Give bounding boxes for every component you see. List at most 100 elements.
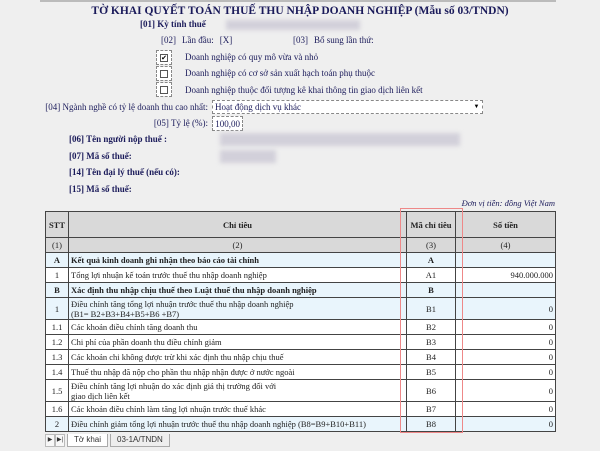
currency-unit-note: Đơn vị tiền: đồng Việt Nam <box>461 198 555 208</box>
row-amount[interactable]: 0 <box>455 401 556 417</box>
row-label-text: Các khoản chi không được trừ khi xác địn… <box>71 352 284 362</box>
row-amount[interactable]: 0 <box>455 334 556 350</box>
column-number: (1) <box>45 237 69 253</box>
ratio-input[interactable]: 100,00 <box>212 116 243 131</box>
table-row: 1.1 Các khoản điều chỉnh tăng doanh thu … <box>45 319 556 335</box>
industry-label: [04] Ngành nghề có tỷ lệ doanh thu cao n… <box>45 102 208 112</box>
supplement-group: [03] Bổ sung lần thứ: <box>293 35 374 45</box>
dropdown-arrow-icon[interactable]: ▼ <box>473 104 480 110</box>
page-title: TỜ KHAI QUYẾT TOÁN THUẾ THU NHẬP DOANH N… <box>91 5 509 17</box>
row-label: Xác định thu nhập chịu thuế theo Luật th… <box>68 282 407 298</box>
header-stt: STT <box>45 211 69 238</box>
row-stt: 1.4 <box>45 364 69 380</box>
row-label-text: Kết quả kinh doanh ghi nhận theo báo cáo… <box>71 255 260 265</box>
table-row: 1.3 Các khoản chi không được trừ khi xác… <box>45 349 556 365</box>
row-code: B1 <box>406 297 456 320</box>
first-time-value: [X] <box>219 35 233 45</box>
row-amount[interactable]: 0 <box>455 349 556 365</box>
tax-code-label: [07] Mã số thuế: <box>69 151 132 161</box>
row-label: Chi phí của phần doanh thu điều chỉnh gi… <box>68 334 407 350</box>
table-row: 1 Tổng lợi nhuận kế toán trước thuế thu … <box>45 267 556 283</box>
table-row: 1 Điều chỉnh tăng tổng lợi nhuận trước t… <box>45 297 556 320</box>
row-amount[interactable]: 0 <box>455 364 556 380</box>
supplement-label: Bổ sung lần thứ: <box>314 35 374 45</box>
row-amount[interactable]: 0 <box>455 379 556 402</box>
row-label-text: Thuế thu nhập đã nộp cho phần thu nhập n… <box>71 367 295 377</box>
row-label-text: Xác định thu nhập chịu thuế theo Luật th… <box>71 285 317 295</box>
row-stt: 1.3 <box>45 349 69 365</box>
row-stt: 2 <box>45 416 69 432</box>
row-label: Điều chỉnh tăng tổng lợi nhuận trước thu… <box>68 297 407 320</box>
highlight-box <box>400 208 463 433</box>
row-stt: 1.2 <box>45 334 69 350</box>
sme-checkbox-label: Doanh nghiệp có quy mô vừa và nhỏ <box>185 52 319 62</box>
row-label: Điều chỉnh giảm tổng lợi nhuận trước thu… <box>68 416 407 432</box>
supplement-code: [03] <box>293 35 308 45</box>
row-label-cont: giao dịch liên kết <box>71 390 130 401</box>
next-sheet-icon[interactable]: ▶ <box>45 434 55 447</box>
row-label-text: Điều chỉnh giảm tổng lợi nhuận trước thu… <box>71 419 366 429</box>
row-code: B8 <box>406 416 456 432</box>
row-amount[interactable] <box>455 252 556 268</box>
related-party-checkbox-label: Doanh nghiệp thuộc đối tượng kê khai thô… <box>185 85 423 95</box>
row-amount[interactable]: 940.000.000 <box>455 267 556 283</box>
dependent-unit-checkbox[interactable] <box>156 66 172 81</box>
row-label: Các khoản điều chỉnh tăng doanh thu <box>68 319 407 335</box>
row-label: Các khoản điều chỉnh làm tăng lợi nhuận … <box>68 401 407 417</box>
table-row: 1.4 Thuế thu nhập đã nộp cho phần thu nh… <box>45 364 556 380</box>
first-time-label: Lần đầu: <box>182 35 214 45</box>
table-row: 2 Điều chỉnh giảm tổng lợi nhuận trước t… <box>45 416 556 432</box>
tax-period-label: [01] Kỳ tính thuế <box>140 19 206 29</box>
row-amount[interactable]: 0 <box>455 319 556 335</box>
row-label-cont: (B1= B2+B3+B4+B5+B6 +B7) <box>71 308 180 319</box>
tab-03-1a[interactable]: 03-1A/TNDN <box>110 434 170 447</box>
row-stt: B <box>45 282 69 298</box>
row-label-text: Điều chỉnh tăng lợi nhuận do xác định gi… <box>71 380 277 391</box>
row-label-text: Các khoản điều chỉnh làm tăng lợi nhuận … <box>71 404 266 414</box>
related-party-checkbox[interactable] <box>156 82 172 97</box>
ratio-label: [05] Tỷ lệ (%): <box>153 118 208 128</box>
table-row: A Kết quả kinh doanh ghi nhận theo báo c… <box>45 252 556 268</box>
dependent-unit-checkbox-label: Doanh nghiệp có cơ sở sản xuất hạch toán… <box>185 68 375 78</box>
tax-period-value-redacted <box>226 20 360 30</box>
table-row: B Xác định thu nhập chịu thuế theo Luật … <box>45 282 556 298</box>
taxpayer-name-redacted <box>220 133 460 146</box>
row-stt: A <box>45 252 69 268</box>
agent-name-label: [14] Tên đại lý thuế (nếu có): <box>69 167 180 177</box>
table-row: 1.5 Điều chỉnh tăng lợi nhuận do xác địn… <box>45 379 556 402</box>
row-label: Thuế thu nhập đã nộp cho phần thu nhập n… <box>68 364 407 380</box>
tax-table: STT Chỉ tiêu Mã chỉ tiêu Số tiền (1) (2) (… <box>45 211 556 432</box>
table-row: 1.2 Chi phí của phần doanh thu điều chỉn… <box>45 334 556 350</box>
row-amount[interactable]: 0 <box>455 297 556 320</box>
last-sheet-icon[interactable]: ▶| <box>55 434 65 447</box>
industry-select[interactable]: Hoạt động dịch vụ khác ▼ <box>212 100 483 114</box>
header-amount: Số tiền <box>455 211 556 238</box>
row-stt: 1.1 <box>45 319 69 335</box>
row-label: Các khoản chi không được trừ khi xác địn… <box>68 349 407 365</box>
taxpayer-name-label: [06] Tên người nộp thuế : <box>69 134 167 144</box>
tab-to-khai[interactable]: Tờ khai <box>67 434 109 447</box>
first-time-code: [02] <box>161 35 176 45</box>
row-label-text: Chi phí của phần doanh thu điều chỉnh gi… <box>71 337 222 347</box>
row-amount[interactable]: 0 <box>455 416 556 432</box>
row-stt: 1.5 <box>45 379 69 402</box>
row-label-text: Điều chỉnh tăng tổng lợi nhuận trước thu… <box>71 298 294 309</box>
column-number: (4) <box>455 237 556 253</box>
row-label: Điều chỉnh tăng lợi nhuận do xác định gi… <box>68 379 407 402</box>
row-code: B <box>406 282 456 298</box>
row-label-text: Tổng lợi nhuận kế toán trước thuế thu nh… <box>71 270 267 280</box>
header-indicator: Chỉ tiêu <box>68 211 407 238</box>
row-stt: 1 <box>45 297 69 320</box>
row-label: Kết quả kinh doanh ghi nhận theo báo cáo… <box>68 252 407 268</box>
row-amount[interactable] <box>455 282 556 298</box>
sheet-tabs: ▶ ▶| Tờ khai 03-1A/TNDN <box>45 434 170 447</box>
row-label-text: Các khoản điều chỉnh tăng doanh thu <box>71 322 198 332</box>
row-stt: 1.6 <box>45 401 69 417</box>
sme-checkbox[interactable]: ✔ <box>156 50 172 65</box>
column-number: (2) <box>68 237 407 253</box>
row-stt: 1 <box>45 267 69 283</box>
table-row: 1.6 Các khoản điều chỉnh làm tăng lợi nh… <box>45 401 556 417</box>
row-code: A <box>406 252 456 268</box>
tax-code-redacted <box>220 150 276 163</box>
check-icon: ✔ <box>160 53 168 62</box>
